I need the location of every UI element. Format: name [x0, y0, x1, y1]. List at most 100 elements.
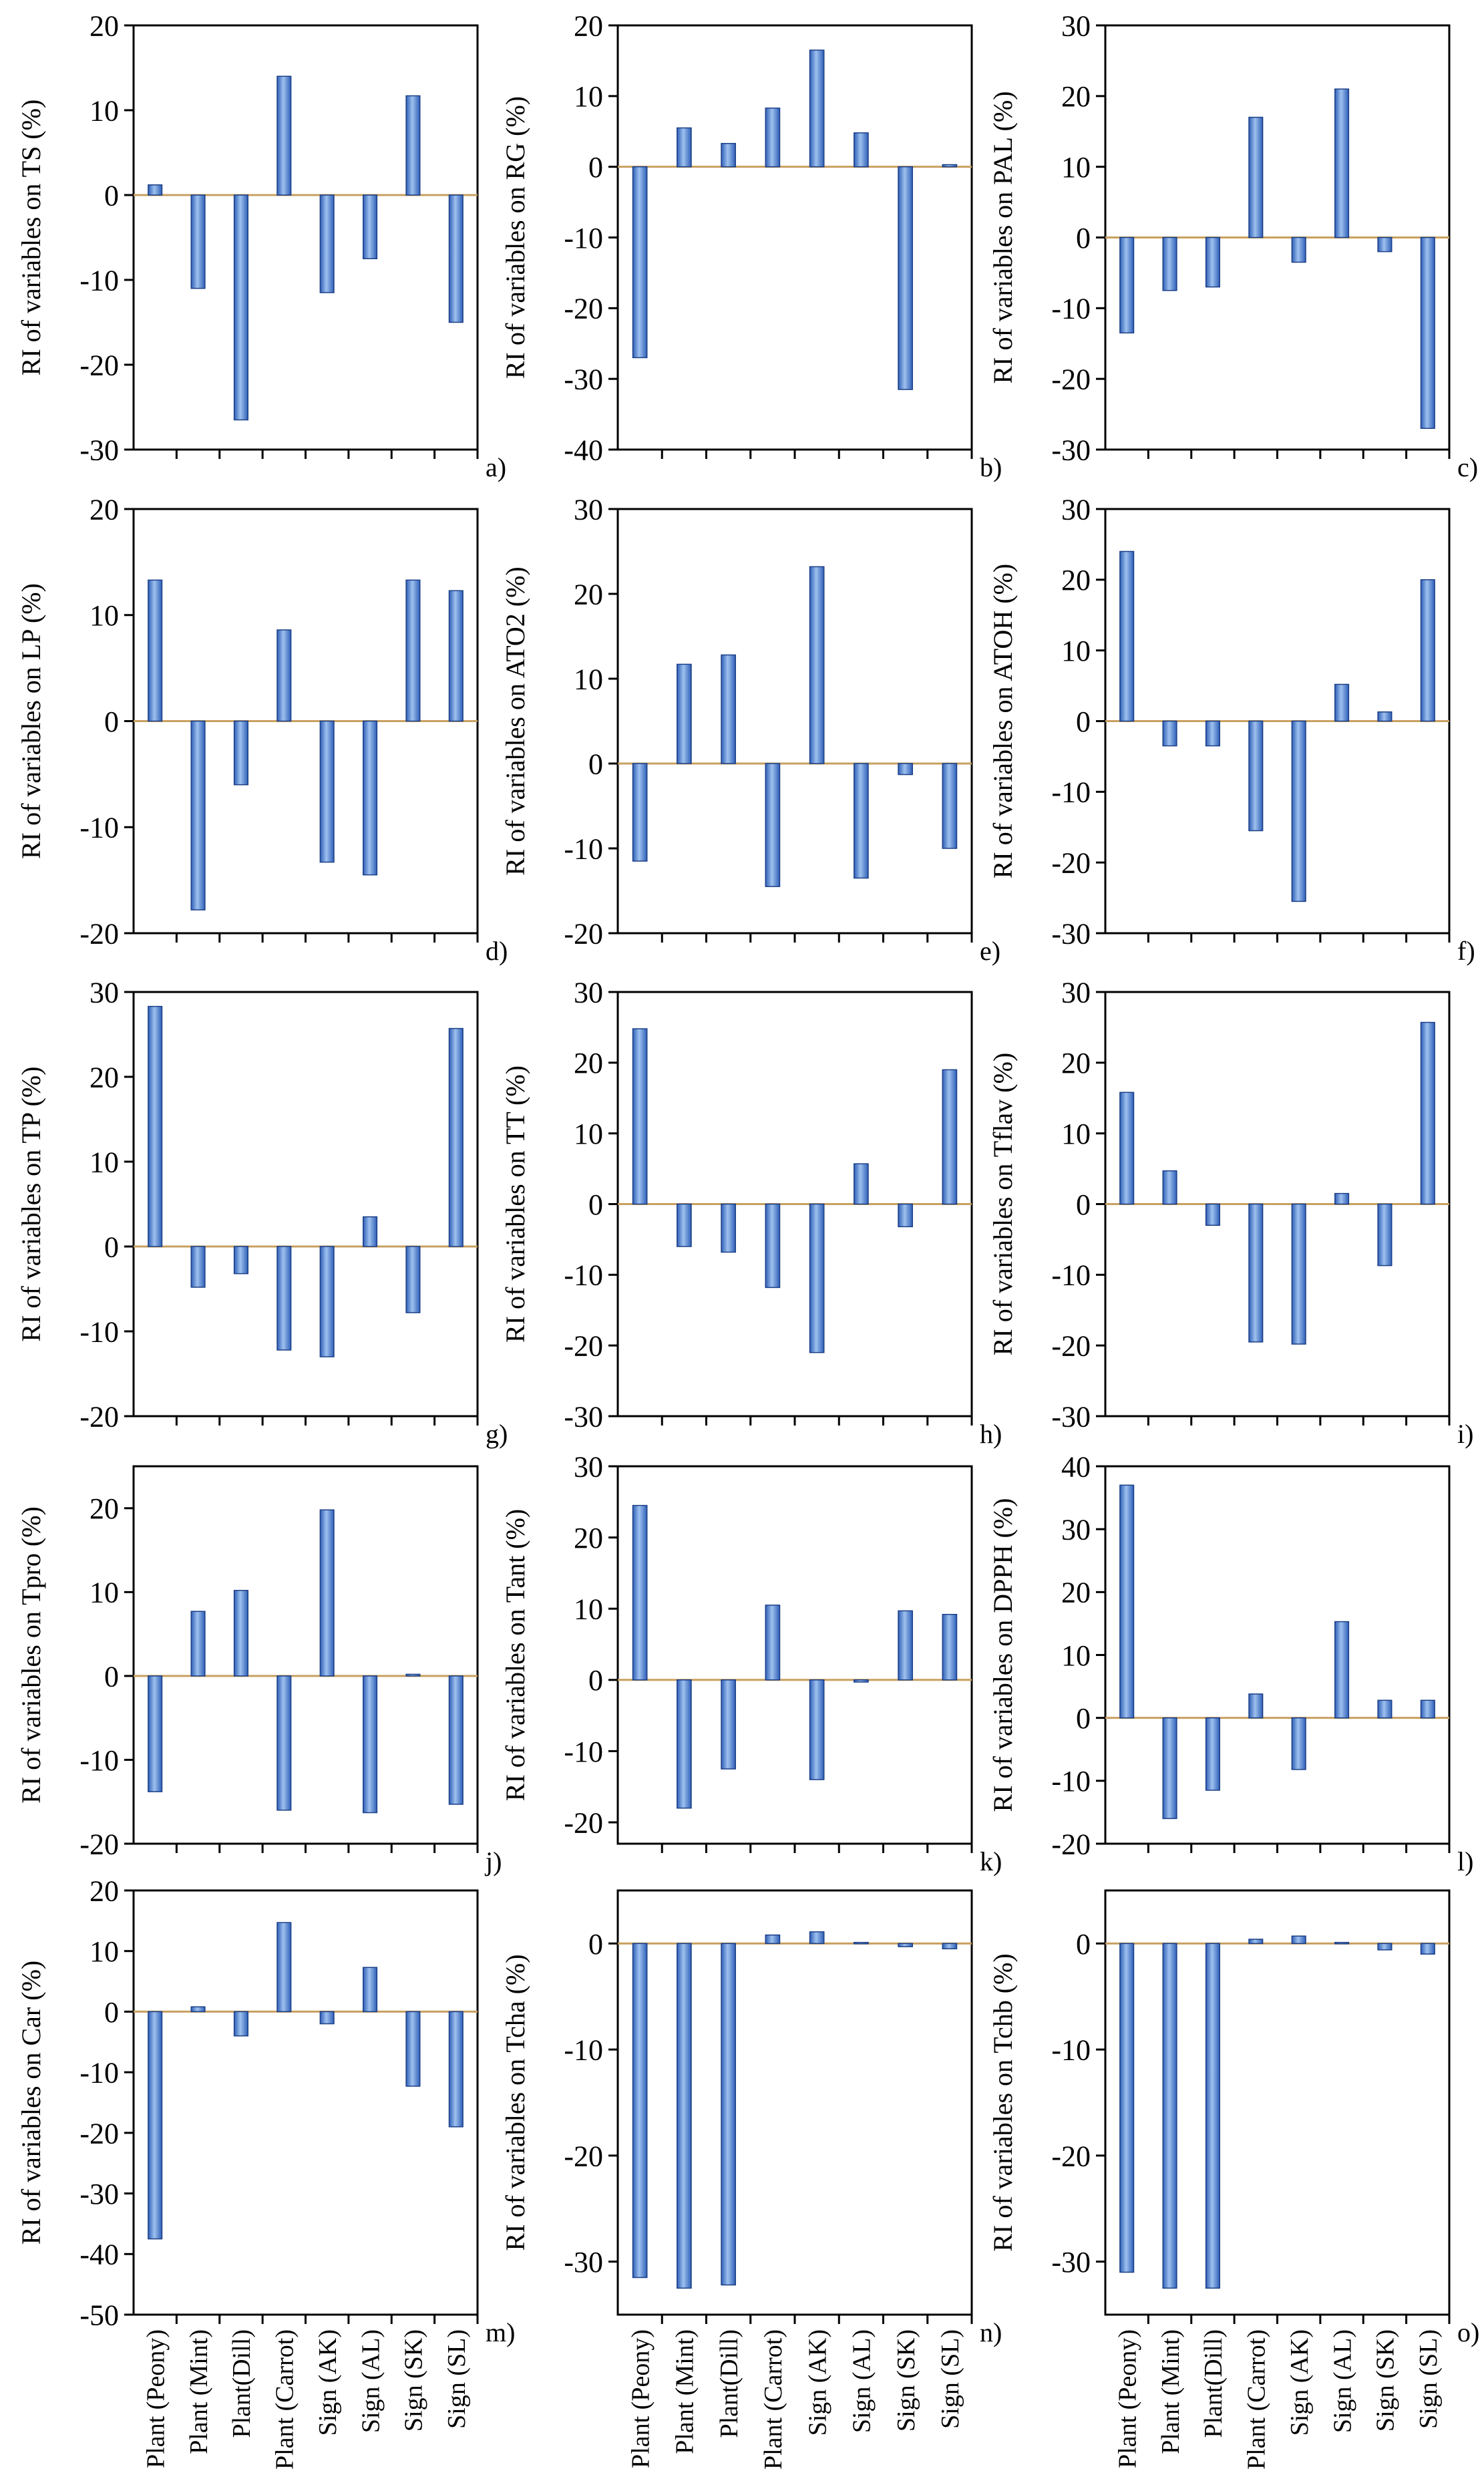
- chart-panel-g: -20 -10 0 10 20 30 RI of variables on TP (%) g): [16, 976, 508, 1449]
- bar-plant-mint: [677, 1203, 692, 1247]
- bar-plant-mint: [190, 1611, 206, 1677]
- y-tick-label: 10: [1061, 151, 1091, 184]
- bar-plant-mint: [1162, 1943, 1177, 2289]
- category-label: Plant (Carrot): [271, 2329, 299, 2470]
- bar-sign-sl: [1420, 1021, 1435, 1205]
- panel-label: b): [980, 452, 1002, 482]
- y-tick-label: 0: [1076, 1928, 1091, 1961]
- bar-plant-carrot: [1248, 116, 1264, 238]
- bar-sign-ak: [809, 566, 825, 764]
- bar-sign-al: [854, 763, 869, 879]
- category-label: Sign (SK): [892, 2329, 920, 2432]
- category-label: Sign (AL): [1328, 2329, 1356, 2433]
- y-tick-label: 20: [574, 1047, 603, 1080]
- y-tick-label: 20: [1061, 80, 1091, 113]
- bar-plant-peony: [1119, 236, 1135, 334]
- y-tick-label: 20: [89, 1492, 119, 1525]
- category-label: Sign (AL): [848, 2329, 876, 2433]
- y-tick-label: -10: [564, 2034, 603, 2067]
- bar-plant-peony: [1119, 1484, 1135, 1719]
- panel-label: a): [486, 452, 506, 482]
- y-tick-label: -10: [79, 1315, 119, 1348]
- y-tick-label: -10: [564, 222, 603, 255]
- y-tick-label: -40: [79, 2238, 119, 2271]
- bar-plant-dill: [721, 654, 736, 764]
- category-label: Plant (Carrot): [1243, 2329, 1271, 2470]
- y-tick-label: 20: [574, 1522, 603, 1554]
- bar-sign-ak: [319, 720, 335, 863]
- bar-plant-dill: [233, 2011, 248, 2037]
- y-tick-label: -20: [564, 1806, 603, 1839]
- y-axis-title: RI of variables on TS (%): [16, 100, 46, 376]
- category-label: Plant (Mint): [185, 2329, 213, 2454]
- bar-plant-peony: [632, 763, 648, 862]
- y-axis-title: RI of variables on RG (%): [500, 96, 530, 379]
- y-axis-title: RI of variables on Tcha (%): [500, 1954, 530, 2251]
- bar-plant-carrot: [1248, 1939, 1264, 1945]
- bar-sign-sk: [1377, 711, 1393, 722]
- bar-sign-sl: [942, 164, 958, 168]
- y-tick-label: -20: [79, 1400, 119, 1433]
- y-tick-label: -20: [564, 1330, 603, 1363]
- category-label: Sign (AL): [357, 2329, 385, 2433]
- y-axis-title: RI of variables on TP (%): [16, 1066, 46, 1341]
- bar-plant-peony: [1119, 1092, 1135, 1205]
- y-tick-label: -40: [564, 434, 603, 466]
- bar-plant-carrot: [276, 1246, 292, 1351]
- y-tick-label: 30: [1061, 1514, 1091, 1546]
- y-tick-label: 0: [588, 1188, 603, 1221]
- chart-panel-o: -30 -20 -10 0 RI of variables on Tchb (%) o) P…: [988, 1889, 1479, 2470]
- category-label: Sign (AK): [803, 2329, 831, 2436]
- bar-sign-sk: [898, 1203, 913, 1228]
- bar-plant-dill: [1205, 1717, 1220, 1791]
- bar-plant-mint: [677, 663, 692, 764]
- bar-sign-sk: [898, 1943, 913, 1947]
- bar-sign-sl: [942, 1613, 958, 1681]
- bar-sign-sk: [898, 166, 913, 390]
- y-tick-label: 30: [1061, 9, 1091, 42]
- bar-sign-sk: [1377, 1699, 1393, 1719]
- bar-sign-al: [854, 1163, 869, 1205]
- plot-frame: [616, 24, 973, 451]
- bar-sign-ak: [809, 1679, 825, 1780]
- y-tick-label: 10: [89, 1935, 119, 1968]
- bar-sign-sl: [942, 1069, 958, 1205]
- y-tick-label: 10: [1061, 1639, 1091, 1672]
- bar-plant-carrot: [1248, 1693, 1264, 1719]
- y-tick-label: -30: [79, 2178, 119, 2210]
- y-tick-label: 10: [574, 1118, 603, 1150]
- panel-label: j): [484, 1846, 502, 1876]
- bar-sign-sk: [1377, 1203, 1393, 1267]
- bar-plant-mint: [677, 1943, 692, 2289]
- bar-sign-sk: [1377, 1943, 1393, 1951]
- y-tick-label: -20: [79, 2117, 119, 2150]
- y-tick-label: -20: [79, 349, 119, 381]
- y-tick-label: -30: [564, 1400, 603, 1433]
- chart-panel-l: -20 -10 0 10 20 30 40 RI of variables on DPPH (…: [988, 1450, 1473, 1876]
- bar-sign-ak: [319, 1246, 335, 1357]
- y-tick-label: 30: [1061, 976, 1091, 1009]
- bar-sign-sk: [405, 2011, 421, 2087]
- bar-sign-ak: [1291, 720, 1306, 902]
- category-label: Plant (Mint): [671, 2329, 699, 2454]
- y-axis-title: RI of variables on ATO2 (%): [500, 566, 530, 876]
- y-tick-label: -20: [1051, 2140, 1091, 2172]
- y-tick-label: 0: [1076, 222, 1091, 255]
- bar-plant-carrot: [1248, 1203, 1264, 1343]
- y-tick-label: 0: [1076, 1188, 1091, 1221]
- y-tick-label: -20: [1051, 363, 1091, 396]
- category-label: Sign (AK): [314, 2329, 342, 2436]
- chart-panel-c: -30 -20 -10 0 10 20 30 RI of variables on PAL (…: [988, 9, 1478, 482]
- bar-plant-mint: [190, 1246, 206, 1288]
- y-axis-title: RI of variables on Tpro (%): [16, 1506, 46, 1804]
- y-tick-label: -10: [1051, 1259, 1091, 1292]
- bar-sign-ak: [809, 1931, 825, 1945]
- y-tick-label: 20: [574, 578, 603, 611]
- bar-plant-mint: [677, 1679, 692, 1809]
- bar-plant-carrot: [276, 1675, 292, 1811]
- chart-panel-d: -20 -10 0 10 20 RI of variables on LP (%) d): [16, 493, 508, 966]
- bar-plant-carrot: [765, 1605, 781, 1681]
- bar-sign-al: [1334, 88, 1350, 238]
- y-axis-title: RI of variables on Car (%): [16, 1961, 46, 2245]
- bar-sign-sl: [1420, 1699, 1435, 1719]
